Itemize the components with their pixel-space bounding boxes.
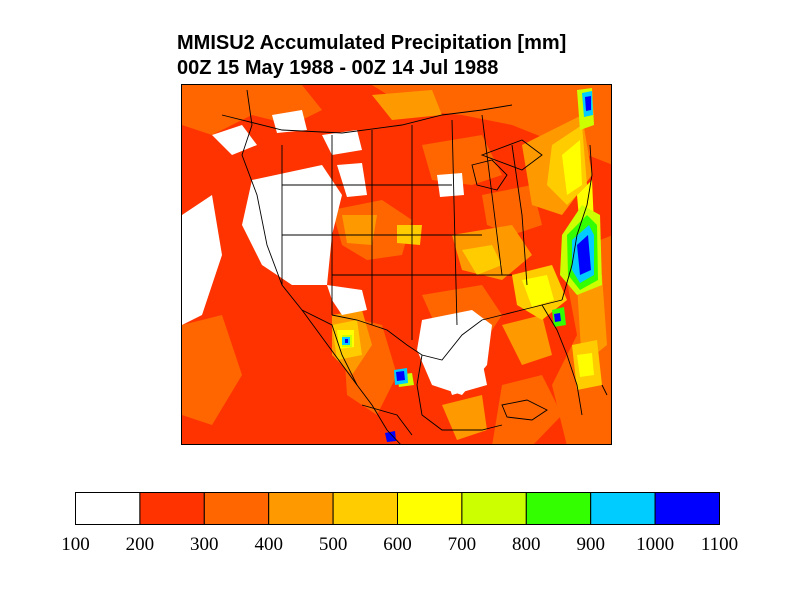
colorbar [75,492,720,531]
colorbar-box [654,492,720,525]
colorbar-label: 600 [383,534,412,555]
colorbar-label: 400 [254,534,283,555]
political-boundaries [221,89,608,444]
colorbar-label: 700 [447,534,477,555]
colorbar-box [461,492,527,525]
map-title: MMISU2 Accumulated Precipitation [mm] [177,32,567,54]
colorbar-boxes [75,492,720,525]
colorbar-label: 300 [190,534,219,555]
colorbar-box [590,492,656,525]
colorbar-box [525,492,592,525]
colorbar-label: 500 [318,534,348,555]
colorbar-label: 900 [576,534,605,555]
colorbar-box [332,492,399,525]
colorbar-box [268,492,334,525]
colorbar-label: 800 [512,534,541,555]
precip-1000-1100 [345,96,591,442]
precipitation-map [181,84,612,445]
colorbar-label: 200 [125,534,155,555]
colorbar-box [139,492,205,525]
colorbar-box [203,492,270,525]
colorbar-label: 1100 [700,534,739,555]
colorbar-label: 1000 [636,534,675,555]
colorbar-label: 100 [61,534,90,555]
colorbar-box [397,492,463,525]
precip-below-200 [182,110,492,395]
map-subtitle: 00Z 15 May 1988 - 00Z 14 Jul 1988 [177,57,499,79]
colorbar-box [75,492,141,525]
